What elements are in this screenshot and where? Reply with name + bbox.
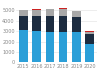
Bar bbox=[59, 32, 68, 62]
Bar bbox=[46, 16, 54, 32]
Bar bbox=[19, 16, 28, 30]
Bar bbox=[85, 34, 94, 44]
Bar bbox=[59, 16, 68, 32]
Bar bbox=[19, 30, 28, 62]
Bar bbox=[59, 9, 68, 16]
Bar bbox=[32, 31, 41, 62]
Bar bbox=[59, 8, 68, 9]
Bar bbox=[85, 44, 94, 62]
Bar bbox=[46, 32, 54, 62]
Bar bbox=[72, 11, 81, 12]
Bar bbox=[32, 10, 41, 16]
Bar bbox=[72, 32, 81, 62]
Bar bbox=[32, 16, 41, 31]
Bar bbox=[32, 9, 41, 10]
Bar bbox=[46, 9, 54, 16]
Bar bbox=[85, 31, 94, 32]
Bar bbox=[72, 17, 81, 32]
Bar bbox=[85, 32, 94, 34]
Bar bbox=[19, 10, 28, 16]
Bar bbox=[72, 12, 81, 17]
